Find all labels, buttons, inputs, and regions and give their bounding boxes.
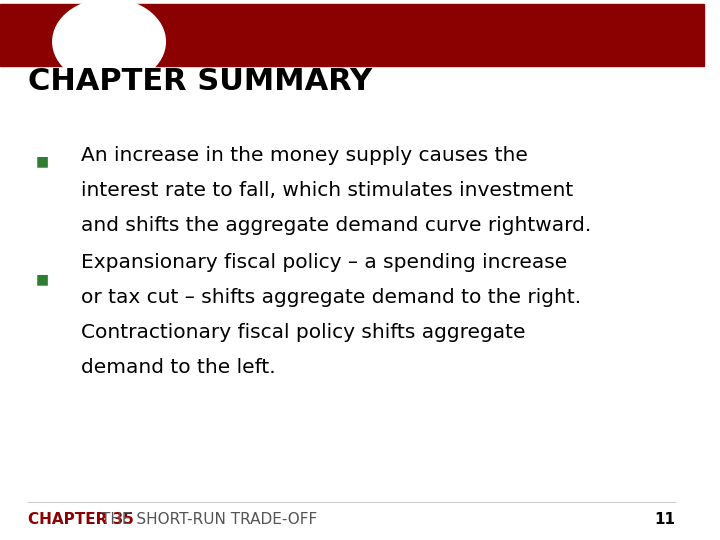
Text: Expansionary fiscal policy – a spending increase: Expansionary fiscal policy – a spending … — [81, 253, 567, 272]
Bar — [0, 4, 703, 66]
Text: Contractionary fiscal policy shifts aggregate: Contractionary fiscal policy shifts aggr… — [81, 323, 526, 342]
Text: ■: ■ — [36, 272, 49, 286]
Text: or tax cut – shifts aggregate demand to the right.: or tax cut – shifts aggregate demand to … — [81, 288, 581, 307]
Text: CHAPTER SUMMARY: CHAPTER SUMMARY — [28, 68, 372, 96]
Text: interest rate to fall, which stimulates investment: interest rate to fall, which stimulates … — [81, 181, 573, 200]
Text: demand to the left.: demand to the left. — [81, 358, 276, 377]
Text: and shifts the aggregate demand curve rightward.: and shifts the aggregate demand curve ri… — [81, 216, 591, 235]
Text: CHAPTER 35: CHAPTER 35 — [28, 512, 134, 527]
Text: 11: 11 — [654, 512, 675, 527]
Circle shape — [53, 0, 166, 85]
Text: ■: ■ — [36, 154, 49, 168]
Text: THE SHORT-RUN TRADE-OFF: THE SHORT-RUN TRADE-OFF — [101, 512, 317, 527]
Text: An increase in the money supply causes the: An increase in the money supply causes t… — [81, 146, 528, 165]
